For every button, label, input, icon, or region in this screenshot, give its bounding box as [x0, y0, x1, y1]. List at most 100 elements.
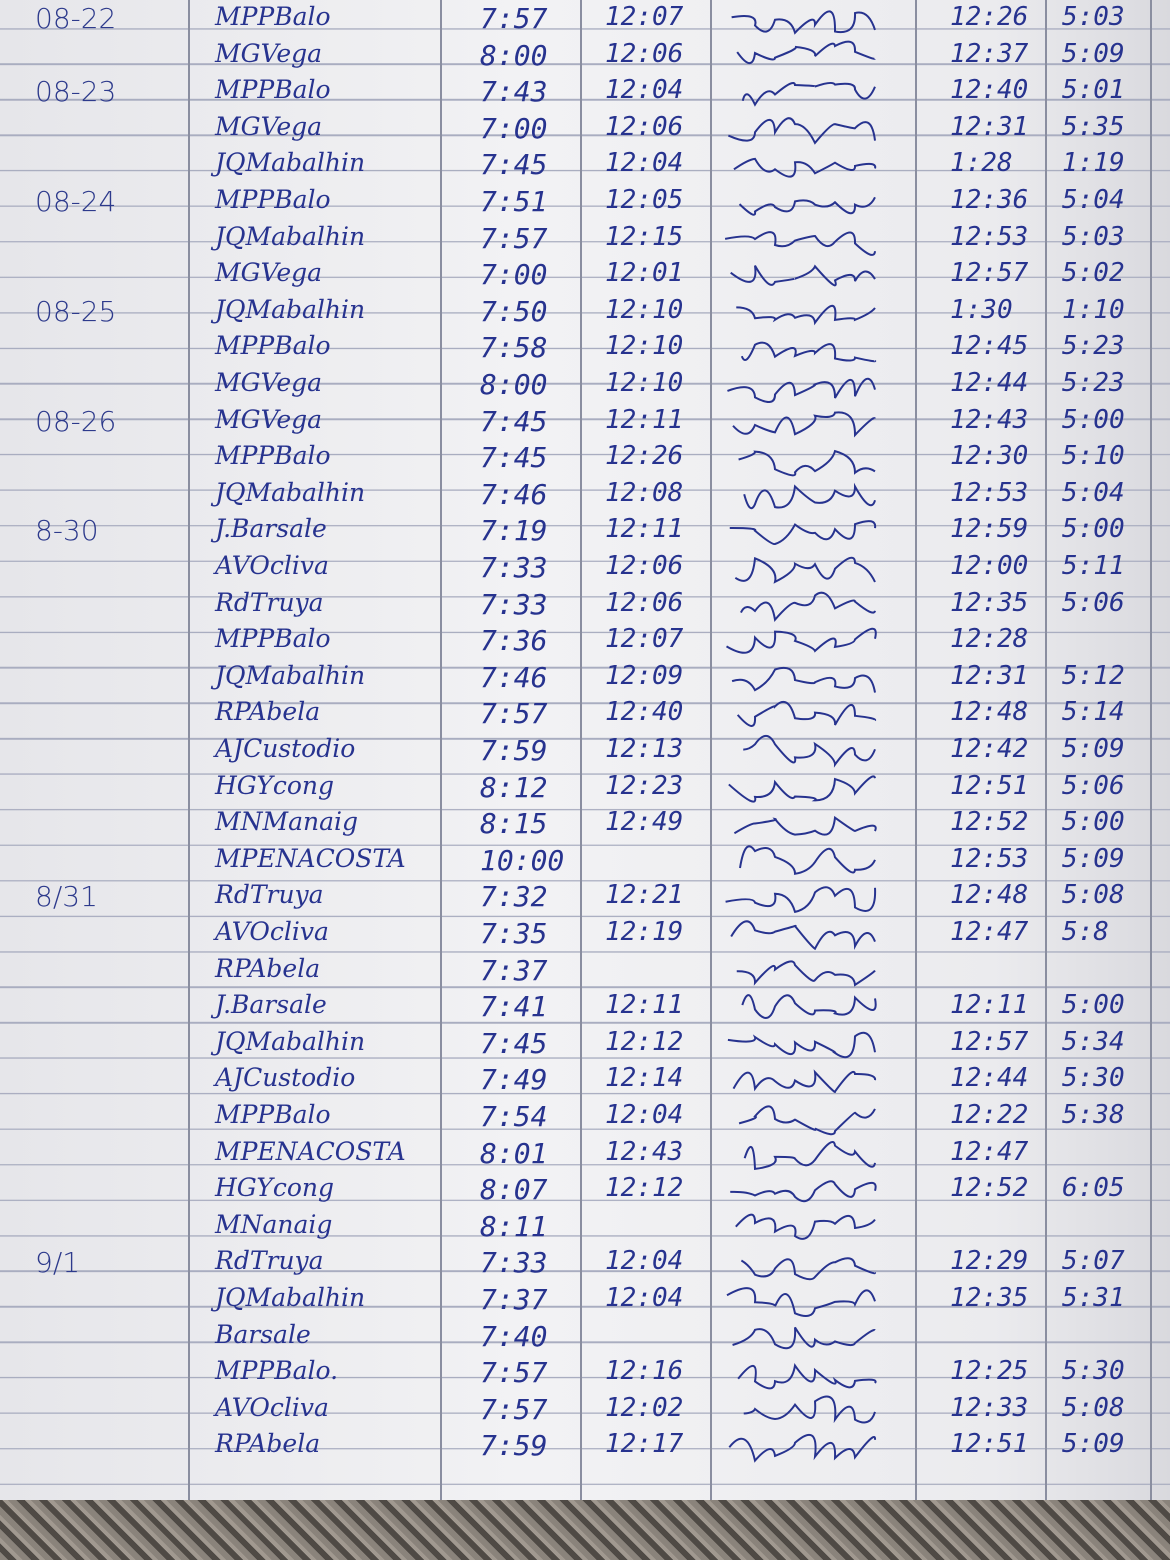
log-row: MNanaig 8:11	[0, 1208, 1170, 1244]
entry-out: 12:04	[605, 148, 684, 179]
table-surface	[0, 1500, 1170, 1560]
entry-out: 12:04	[605, 1283, 684, 1313]
entry-out: 12:13	[605, 734, 684, 764]
log-row: HGYcong 8:07 12:12 12:52 6:05	[0, 1171, 1170, 1207]
entry-pm-in: 12:52	[950, 1173, 1029, 1204]
entry-name: MPENACOSTA	[215, 1136, 406, 1166]
entry-name: MGVega	[215, 258, 323, 288]
log-row: JQMabalhin 7:45 12:12 12:57 5:34	[0, 1025, 1170, 1061]
entry-pm-out: 5:04	[1062, 477, 1125, 508]
entry-in: 7:57	[480, 221, 548, 255]
entry-pm-out: 5:07	[1062, 1246, 1125, 1277]
log-row: MPPBalo. 7:57 12:16 12:25 5:30	[0, 1354, 1170, 1390]
entry-in: 7:46	[480, 477, 548, 511]
log-row: JQMabalhin 7:46 12:08 12:53 5:04	[0, 476, 1170, 512]
entry-out: 12:49	[605, 807, 684, 838]
entry-pm-out: 5:09	[1062, 843, 1125, 874]
entry-in: 7:33	[480, 551, 548, 584]
entry-in: 7:40	[480, 1319, 548, 1353]
log-row: MNManaig 8:15 12:49 12:52 5:00	[0, 805, 1170, 841]
entry-in: 7:51	[480, 185, 548, 218]
entry-in: 10:00	[480, 843, 565, 877]
log-row: RdTruya 7:33 12:06 12:35 5:06	[0, 586, 1170, 622]
entry-name: MPPBalo	[215, 185, 331, 214]
entry-name: JQMabalhin	[215, 1026, 366, 1056]
entry-out: 12:09	[605, 660, 684, 691]
log-row: JQMabalhin 7:57 12:15 12:53 5:03	[0, 220, 1170, 256]
signature-scribble	[728, 774, 876, 803]
entry-out: 12:40	[605, 697, 684, 728]
entry-date: 8-30	[35, 514, 99, 548]
entry-out: 12:05	[605, 185, 684, 215]
log-row: MGVega 7:00 12:06 12:31 5:35	[0, 110, 1170, 146]
signature-scribble	[736, 304, 876, 326]
entry-out: 12:15	[605, 221, 684, 252]
entry-pm-in: 12:53	[950, 843, 1029, 874]
entry-in: 7:37	[480, 1283, 548, 1316]
entry-in: 8:01	[480, 1136, 548, 1170]
entry-pm-in: 12:53	[950, 221, 1029, 252]
signature-scribble	[730, 264, 876, 287]
signature-scribble	[734, 556, 876, 584]
entry-out: 12:11	[605, 404, 684, 435]
entry-out: 12:12	[605, 1026, 684, 1057]
entry-out: 12:06	[605, 38, 684, 69]
entry-pm-out: 5:09	[1062, 38, 1125, 69]
signature-scribble	[738, 450, 876, 477]
log-row: J.Barsale 7:41 12:11 12:11 5:00	[0, 988, 1170, 1024]
signature-scribble	[737, 1363, 877, 1390]
entry-in: 7:46	[480, 660, 548, 694]
entry-out: 12:06	[605, 551, 684, 581]
signature-scribble	[731, 10, 876, 35]
entry-name: MPPBalo	[215, 331, 331, 361]
log-row: Barsale 7:40	[0, 1318, 1170, 1354]
entry-out: 12:19	[605, 917, 684, 947]
entry-out: 12:43	[605, 1136, 684, 1167]
entry-out: 12:06	[605, 111, 684, 142]
entry-name: AVOcliva	[215, 551, 329, 580]
log-row: AJCustodio 7:59 12:13 12:42 5:09	[0, 732, 1170, 768]
signature-scribble	[736, 40, 876, 64]
log-row: RPAbela 7:57 12:40 12:48 5:14	[0, 695, 1170, 731]
entry-pm-out: 5:00	[1062, 990, 1125, 1021]
signature-scribble	[732, 1069, 877, 1094]
log-row: 9/1 RdTruya 7:33 12:04 12:29 5:07	[0, 1244, 1170, 1281]
signature-scribble	[725, 886, 877, 914]
entry-in: 7:57	[480, 1356, 548, 1390]
entry-in: 7:49	[480, 1063, 548, 1097]
entry-in: 7:32	[480, 880, 548, 914]
signature-scribble	[733, 158, 877, 178]
entry-in: 7:59	[480, 1429, 548, 1463]
entry-in: 7:45	[480, 441, 548, 475]
entry-name: MNManaig	[215, 807, 358, 837]
entry-in: 7:57	[480, 697, 548, 731]
entry-in: 7:19	[480, 514, 548, 548]
entry-pm-out: 5:00	[1062, 807, 1125, 838]
entry-pm-out: 5:12	[1062, 660, 1125, 691]
entry-pm-out: 1:19	[1062, 148, 1125, 179]
entry-pm-out: 5:06	[1062, 770, 1125, 801]
entry-out: 12:14	[605, 1063, 684, 1094]
signature-scribble	[730, 1180, 877, 1203]
entry-out: 12:07	[605, 624, 684, 655]
entry-pm-in: 12:44	[950, 1063, 1029, 1094]
entry-name: J.Barsale	[215, 514, 327, 544]
signature-scribble	[743, 734, 876, 768]
entry-pm-in: 12:35	[950, 1283, 1029, 1313]
signature-scribble	[730, 920, 876, 951]
entry-out: 12:26	[605, 441, 684, 472]
log-row: JQMabalhin 7:45 12:04 1:28 1:19	[0, 146, 1170, 182]
entry-pm-in: 12:37	[950, 38, 1029, 69]
entry-date: 08-23	[35, 75, 117, 109]
entry-pm-out: 5:03	[1062, 221, 1125, 252]
entry-in: 8:12	[480, 770, 548, 804]
signature-scribble	[727, 117, 876, 145]
signature-scribble	[741, 994, 877, 1020]
entry-name: RPAbela	[215, 697, 321, 727]
entry-name: MNanaig	[215, 1209, 333, 1239]
signature-scribble	[727, 1031, 876, 1058]
signature-scribble	[736, 701, 877, 728]
entry-pm-out: 5:08	[1062, 1392, 1125, 1423]
log-row: 08-26 MGVega 7:45 12:11 12:43 5:00	[0, 403, 1170, 439]
entry-out: 12:04	[605, 75, 684, 106]
